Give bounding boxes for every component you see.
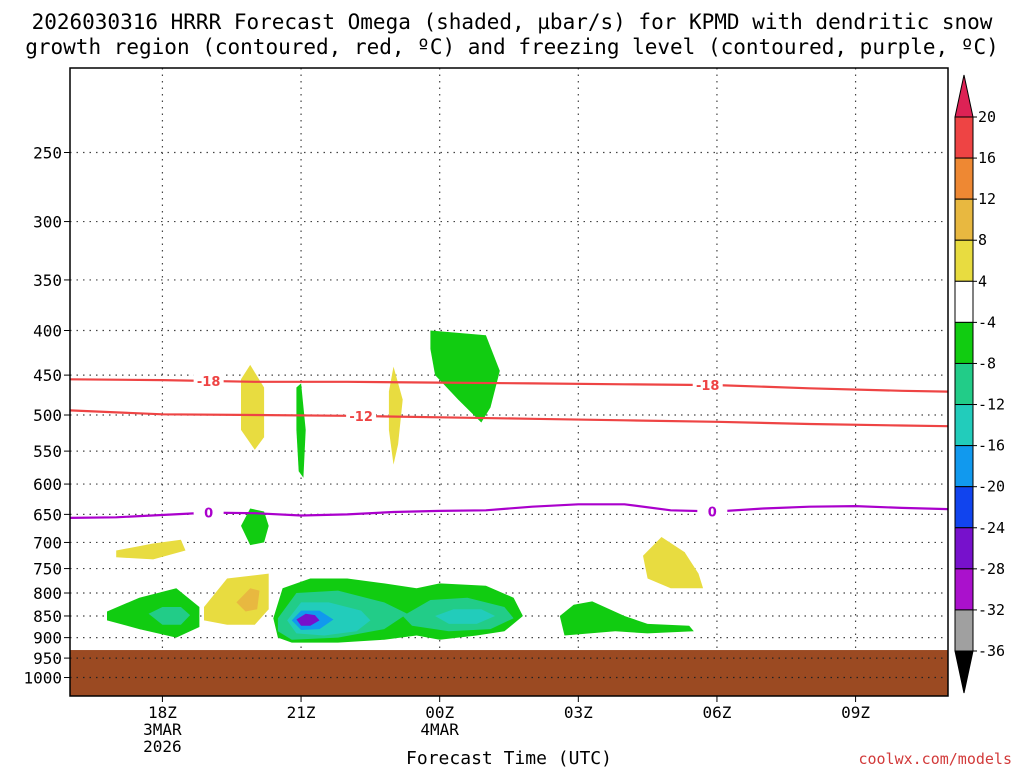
y-tick-label-450: 450: [33, 366, 62, 385]
colorbar-box-0: [954, 116, 974, 159]
colorbar-label-5: -4: [978, 313, 996, 331]
contour-label-dgz-minus18-0: -18: [197, 375, 221, 390]
y-tick-label-900: 900: [33, 629, 62, 648]
omega-area-descent-18z-700: [116, 539, 186, 560]
contour-label-bg-dgz-minus18-0: [193, 372, 224, 388]
colorbar-box-7: [954, 404, 974, 447]
colorbar-box-11: [954, 568, 974, 611]
contour-label-freezing-level-1: 0: [708, 505, 717, 520]
y-tick-label-350: 350: [33, 271, 62, 290]
x-tick-label-00Z: 00Z: [425, 703, 454, 722]
temperature-contours: -18 -18 -12 0 0: [70, 372, 948, 679]
x-tick-label-09Z: 09Z: [841, 703, 870, 722]
chart-title-line-2: growth region (contoured, red, ºC) and f…: [25, 35, 999, 59]
contour-label-bg-freezing-level-1: [697, 503, 728, 519]
contour-dgz-minus18: [70, 378, 948, 393]
contour-label-bg-dgz-minus12-0: [346, 407, 377, 423]
x-tick-label-4MAR: 4MAR: [420, 720, 459, 739]
omega-area-descent-19-20z-core: [236, 588, 260, 612]
y-tick-label-550: 550: [33, 442, 62, 461]
omega-shaded-areas: [107, 330, 704, 643]
y-tick-label-400: 400: [33, 322, 62, 341]
omega-area-ascent-00z-upper: [430, 330, 500, 423]
y-tick-label-800: 800: [33, 584, 62, 603]
y-tick-label-250: 250: [33, 144, 62, 163]
y-tick-label-850: 850: [33, 607, 62, 626]
omega-area-ascent-00z-core: [435, 609, 496, 624]
contour-label-dgz-minus18-1: -18: [696, 379, 720, 394]
omega-area-ascent-19-20z-core: [148, 607, 191, 625]
omega-area-ascent-03z: [559, 601, 694, 636]
y-tick-label-650: 650: [33, 505, 62, 524]
x-tick-label-21Z: 21Z: [287, 703, 316, 722]
pressure-gridlines: [70, 68, 948, 696]
y-tick-label-950: 950: [33, 649, 62, 668]
omega-area-ascent-21z-peak: [296, 613, 320, 626]
contour-label-freezing-level-0: 0: [204, 507, 213, 522]
y-tick-label-1000: 1000: [23, 669, 62, 688]
colorbar-label-1: 16: [978, 149, 996, 167]
colorbar-label-4: 4: [978, 272, 987, 290]
colorbar-label-9: -20: [978, 478, 1005, 496]
colorbar-box-8: [954, 445, 974, 488]
omega-colorbar: 20 16 12 8 4 -4 -8 -12 -16 -20 -24 -28 -32 -36: [954, 74, 1005, 694]
colorbar-box-4: [954, 280, 974, 323]
colorbar-box-9: [954, 486, 974, 529]
colorbar-box-2: [954, 198, 974, 241]
y-tick-label-700: 700: [33, 533, 62, 552]
colorbar-box-3: [954, 239, 974, 282]
below-ground-area: [70, 650, 948, 696]
contour-label-bg-freezing-level-0: [193, 504, 224, 520]
colorbar-box-5: [954, 321, 974, 364]
credit-text: coolwx.com/models: [858, 750, 1012, 768]
x-tick-label-18Z: 18Z: [148, 703, 177, 722]
colorbar-label-0: 20: [978, 108, 996, 126]
colorbar-label-8: -16: [978, 437, 1005, 455]
omega-area-ascent-20z-650: [241, 508, 269, 546]
colorbar-label-12: -32: [978, 601, 1005, 619]
contour-label-dgz-minus12-0: -12: [349, 410, 373, 425]
colorbar-label-13: -36: [978, 642, 1005, 660]
colorbar-box-10: [954, 527, 974, 570]
colorbar-box-12: [954, 609, 974, 652]
colorbar-top-arrow: [954, 74, 974, 118]
colorbar-bottom-arrow: [954, 650, 974, 694]
y-tick-label-300: 300: [33, 213, 62, 232]
plot-frame: [69, 67, 949, 697]
x-tick-label-06Z: 06Z: [702, 703, 731, 722]
x-tick-label-3MAR: 3MAR: [143, 720, 182, 739]
omega-area-descent-04z-700: [643, 537, 704, 589]
y-tick-label-500: 500: [33, 406, 62, 425]
y-axis-ticks: 250 300 350 400 450 500 550 600 650 700 750 800 850 9…: [23, 144, 70, 688]
y-tick-label-750: 750: [33, 560, 62, 579]
colorbar-label-3: 8: [978, 231, 987, 249]
omega-area-descent-20z-500: [241, 364, 265, 450]
contour-label-bg-dgz-minus18-1: [692, 376, 723, 392]
x-axis-label: Forecast Time (UTC): [406, 748, 612, 768]
colorbar-label-6: -8: [978, 354, 996, 372]
colorbar-box-1: [954, 157, 974, 200]
omega-area-ascent-21z-column: [296, 383, 306, 478]
chart-title-line-1: 2026030316 HRRR Forecast Omega (shaded, …: [32, 10, 993, 34]
x-tick-label-03Z: 03Z: [564, 703, 593, 722]
omega-area-descent-19-20z-800: [204, 573, 269, 625]
colorbar-label-7: -12: [978, 396, 1005, 414]
colorbar-label-11: -28: [978, 560, 1005, 578]
colorbar-label-10: -24: [978, 519, 1005, 537]
y-tick-label-600: 600: [33, 475, 62, 494]
contour-freezing-level: [70, 503, 948, 519]
contour-dgz-minus12: [70, 409, 948, 428]
colorbar-label-2: 12: [978, 190, 996, 208]
colorbar-box-6: [954, 362, 974, 406]
x-tick-label-2026: 2026: [143, 737, 182, 756]
